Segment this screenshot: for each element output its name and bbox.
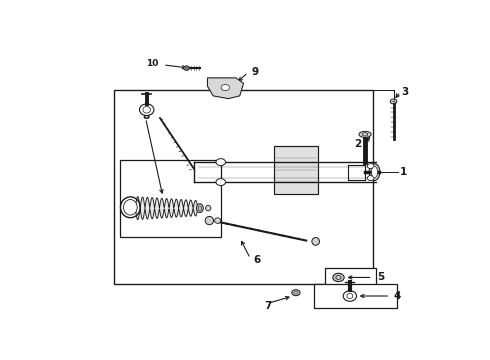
- Text: 6: 6: [253, 255, 260, 265]
- Ellipse shape: [184, 66, 190, 70]
- Ellipse shape: [123, 199, 137, 215]
- Ellipse shape: [369, 164, 380, 180]
- Bar: [115, 90, 373, 284]
- Ellipse shape: [196, 204, 203, 212]
- Ellipse shape: [359, 131, 371, 138]
- Bar: [120, 159, 220, 237]
- Polygon shape: [207, 78, 244, 99]
- Text: 10: 10: [146, 59, 158, 68]
- Ellipse shape: [206, 205, 211, 211]
- Ellipse shape: [221, 85, 229, 91]
- Bar: [314, 284, 397, 308]
- Ellipse shape: [368, 163, 374, 168]
- Text: 4: 4: [394, 291, 401, 301]
- Ellipse shape: [368, 176, 374, 181]
- Ellipse shape: [205, 216, 214, 225]
- Ellipse shape: [140, 104, 154, 116]
- Ellipse shape: [216, 179, 225, 185]
- FancyBboxPatch shape: [274, 146, 318, 194]
- Ellipse shape: [312, 238, 319, 245]
- Ellipse shape: [390, 99, 397, 104]
- Text: 9: 9: [252, 67, 259, 77]
- Ellipse shape: [121, 197, 140, 218]
- Text: 3: 3: [401, 87, 408, 97]
- Bar: [325, 268, 376, 287]
- Ellipse shape: [371, 167, 378, 177]
- Text: 5: 5: [377, 273, 384, 283]
- Ellipse shape: [215, 218, 220, 223]
- Text: 7: 7: [265, 301, 272, 311]
- Ellipse shape: [333, 273, 344, 282]
- Ellipse shape: [343, 291, 357, 301]
- Ellipse shape: [292, 290, 300, 296]
- Text: 1: 1: [400, 167, 407, 177]
- Text: 8: 8: [142, 111, 149, 121]
- Ellipse shape: [216, 159, 225, 166]
- Text: 2: 2: [354, 139, 361, 149]
